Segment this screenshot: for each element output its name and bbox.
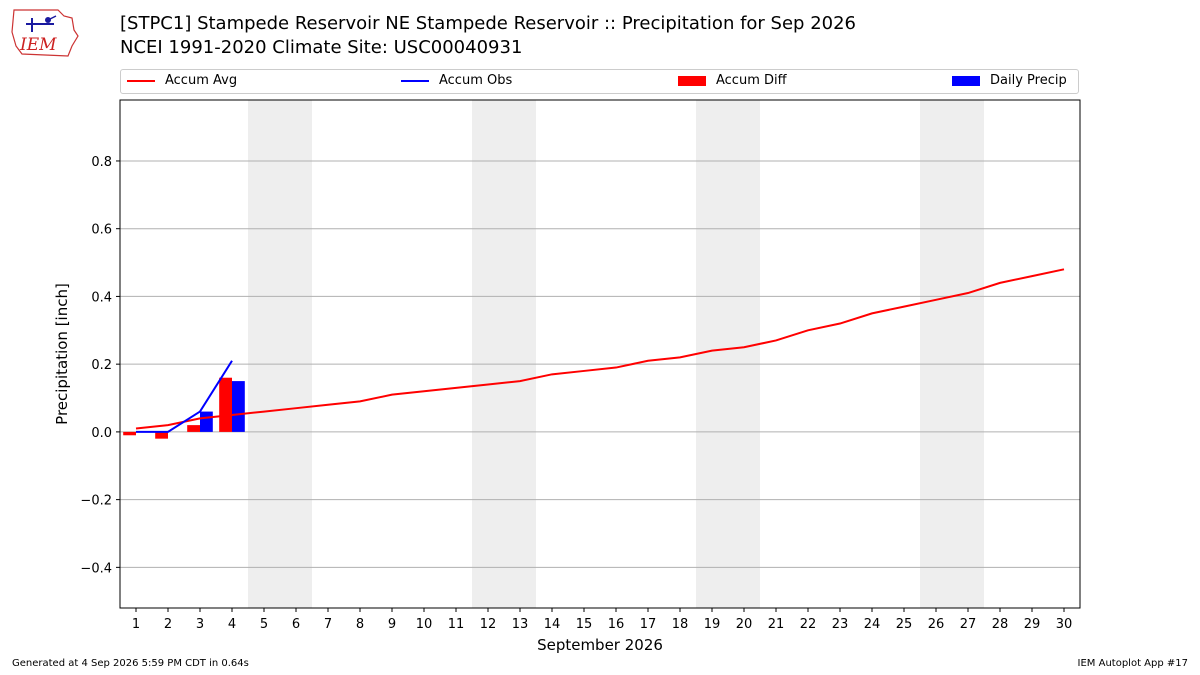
x-tick-label: 15 xyxy=(576,617,593,632)
legend-swatch-accum-obs xyxy=(401,79,429,82)
x-tick-label: 26 xyxy=(928,617,945,632)
weekend-shade xyxy=(696,100,760,608)
legend-item-accum-avg: Accum Avg xyxy=(127,73,237,88)
bar-accum-diff xyxy=(155,431,168,439)
logo-text: IEM xyxy=(19,35,57,55)
x-tick-label: 1 xyxy=(132,617,140,632)
x-tick-label: 20 xyxy=(736,617,753,632)
legend-item-daily-precip: Daily Precip xyxy=(952,73,1067,88)
x-tick-label: 19 xyxy=(704,617,721,632)
y-tick-label: 0.0 xyxy=(91,426,112,441)
plot-frame xyxy=(119,99,1081,609)
y-axis-label: Precipitation [inch] xyxy=(53,283,71,425)
legend-swatch-daily-precip xyxy=(952,75,980,86)
bar-accum-diff xyxy=(187,425,200,432)
x-tick-label: 13 xyxy=(512,617,529,632)
y-tick-label: 0.8 xyxy=(91,155,112,170)
x-tick-label: 21 xyxy=(768,617,785,632)
x-tick-label: 25 xyxy=(896,617,913,632)
bar-accum-diff xyxy=(219,377,232,432)
bar-daily-precip xyxy=(232,381,245,432)
x-tick-label: 30 xyxy=(1056,617,1073,632)
x-axis-label: September 2026 xyxy=(537,636,663,654)
x-tick-label: 11 xyxy=(448,617,465,632)
legend: Accum Avg Accum Obs Accum Diff Daily Pre… xyxy=(120,69,1079,94)
x-tick-label: 7 xyxy=(324,617,332,632)
iem-logo: IEM xyxy=(11,9,79,57)
legend-label-accum-avg: Accum Avg xyxy=(165,73,238,88)
x-tick-label: 6 xyxy=(292,617,300,632)
y-tick-label: −0.4 xyxy=(80,561,112,576)
line-accum-obs xyxy=(136,360,233,433)
x-tick-label: 12 xyxy=(480,617,497,632)
legend-swatch-accum-diff xyxy=(678,75,706,86)
legend-label-accum-diff: Accum Diff xyxy=(716,73,787,88)
x-tick-label: 3 xyxy=(196,617,204,632)
legend-swatch-accum-avg xyxy=(127,79,155,82)
x-tick-label: 17 xyxy=(640,617,657,632)
x-tick-label: 2 xyxy=(164,617,172,632)
x-tick-label: 29 xyxy=(1024,617,1041,632)
x-tick-label: 5 xyxy=(260,617,268,632)
y-tick-label: −0.2 xyxy=(80,494,112,509)
x-tick-label: 10 xyxy=(416,617,433,632)
x-tick-label: 23 xyxy=(832,617,849,632)
legend-item-accum-diff: Accum Diff xyxy=(678,73,787,88)
x-tick-label: 24 xyxy=(864,617,881,632)
x-tick-label: 14 xyxy=(544,617,561,632)
x-tick-label: 18 xyxy=(672,617,689,632)
legend-item-accum-obs: Accum Obs xyxy=(401,73,512,88)
y-tick-label: 0.6 xyxy=(91,223,112,238)
footer-app: IEM Autoplot App #17 xyxy=(1077,658,1188,669)
y-tick-label: 0.4 xyxy=(91,290,112,305)
chart-title: [STPC1] Stampede Reservoir NE Stampede R… xyxy=(120,13,856,34)
bar-daily-precip xyxy=(200,411,213,432)
y-tick-label: 0.2 xyxy=(91,358,112,373)
weekend-shade xyxy=(248,100,312,608)
footer-generated: Generated at 4 Sep 2026 5:59 PM CDT in 0… xyxy=(12,658,249,669)
x-tick-label: 16 xyxy=(608,617,625,632)
x-tick-label: 9 xyxy=(388,617,396,632)
line-accum-avg xyxy=(135,268,1065,430)
legend-label-daily-precip: Daily Precip xyxy=(990,73,1067,88)
x-tick-label: 4 xyxy=(228,617,236,632)
weekend-shade xyxy=(920,100,984,608)
chart-subtitle: NCEI 1991-2020 Climate Site: USC00040931 xyxy=(120,37,523,58)
bar-accum-diff xyxy=(123,431,136,436)
x-tick-label: 22 xyxy=(800,617,817,632)
x-tick-label: 28 xyxy=(992,617,1009,632)
legend-label-accum-obs: Accum Obs xyxy=(439,73,513,88)
x-tick-label: 8 xyxy=(356,617,364,632)
weekend-shade xyxy=(472,100,536,608)
x-tick-label: 27 xyxy=(960,617,977,632)
